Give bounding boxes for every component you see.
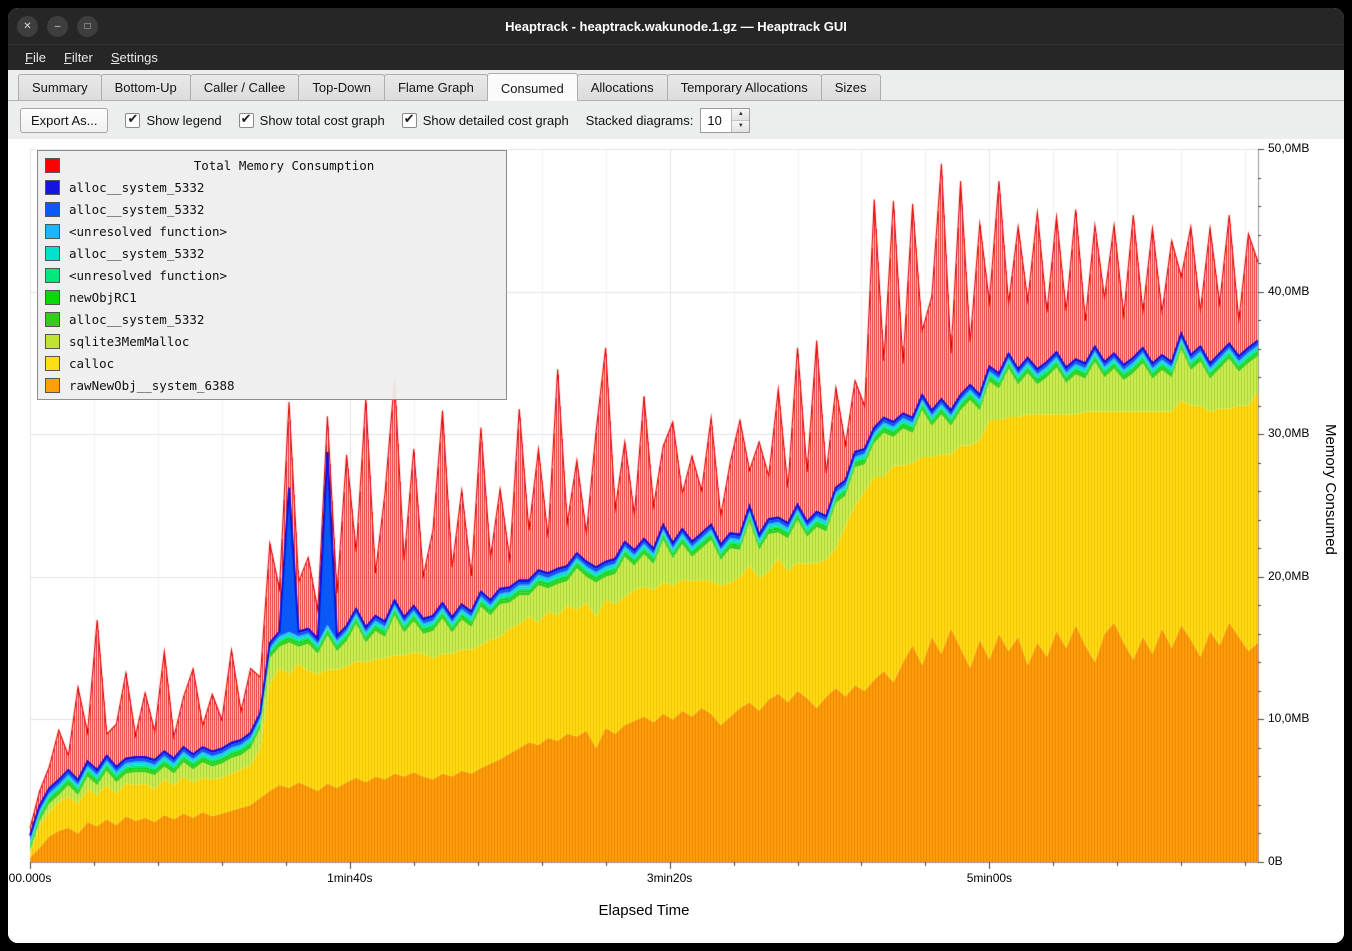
- legend-swatch: [45, 355, 60, 371]
- legend-swatch: [45, 311, 60, 327]
- tab-sizes[interactable]: Sizes: [820, 74, 881, 100]
- stacked-diagrams-label: Stacked diagrams:: [585, 112, 694, 128]
- x-tick-label: 00.000s: [8, 871, 52, 885]
- checkbox-show-total-cost-graph[interactable]: ✔ Show total cost graph: [238, 110, 385, 128]
- checkbox-icon[interactable]: ✔: [238, 110, 254, 128]
- legend-item: sqlite3MemMalloc: [43, 330, 501, 352]
- close-button[interactable]: ✕: [17, 15, 38, 37]
- legend-item: calloc: [43, 352, 501, 374]
- legend-label: sqlite3MemMalloc: [69, 333, 190, 349]
- spin-down-button[interactable]: ▼: [732, 120, 750, 132]
- legend-item: rawNewObj__system_6388: [43, 374, 501, 396]
- x-tick-label: 3min20s: [646, 871, 693, 885]
- legend-item: alloc__system_5332: [43, 198, 501, 220]
- legend-label: newObjRC1: [69, 289, 137, 305]
- y-tick-label: 0B: [1268, 854, 1283, 868]
- tab-consumed[interactable]: Consumed: [486, 73, 578, 101]
- minimize-button[interactable]: –: [47, 15, 68, 37]
- check-icon: ✔: [127, 110, 139, 126]
- stacked-diagrams-value[interactable]: 10: [707, 112, 722, 128]
- menu-file[interactable]: File: [25, 50, 46, 65]
- checkbox-show-legend[interactable]: ✔ Show legend: [125, 110, 222, 128]
- memory-consumption-chart: Total Memory Consumption alloc__system_53…: [8, 139, 1344, 943]
- tab-bottom-up[interactable]: Bottom-Up: [100, 74, 191, 100]
- check-icon: ✔: [403, 110, 415, 126]
- x-tick-label: 1min40s: [327, 871, 373, 885]
- check-icon: ✔: [240, 110, 252, 126]
- heaptrack-window: ✕ – □ Heaptrack - heaptrack.wakunode.1.gz …: [8, 8, 1344, 943]
- title-bar[interactable]: ✕ – □ Heaptrack - heaptrack.wakunode.1.gz …: [8, 8, 1344, 44]
- legend-item: alloc__system_5332: [43, 308, 501, 330]
- y-tick-label: 30,0MB: [1268, 426, 1310, 441]
- menu-filter[interactable]: Filter: [63, 50, 93, 65]
- legend-swatch: [45, 289, 60, 305]
- legend-swatch: [45, 179, 60, 195]
- spin-up-button[interactable]: ▲: [732, 108, 750, 121]
- legend-label: calloc: [69, 355, 115, 371]
- legend-swatch: [45, 223, 60, 239]
- checkbox-icon[interactable]: ✔: [401, 110, 417, 128]
- window-controls: ✕ – □: [8, 15, 98, 37]
- legend-item: <unresolved function>: [43, 264, 501, 286]
- tab-temporary-allocations[interactable]: Temporary Allocations: [666, 74, 822, 100]
- legend-swatch: [45, 201, 60, 217]
- menu-bar: File Filter Settings: [8, 44, 1344, 70]
- checkbox-show-detailed-cost-graph[interactable]: ✔ Show detailed cost graph: [401, 110, 569, 128]
- legend-label: alloc__system_5332: [69, 179, 205, 195]
- tab-allocations[interactable]: Allocations: [576, 74, 668, 100]
- y-tick-label: 10,0MB: [1268, 711, 1310, 726]
- legend-item: <unresolved function>: [43, 220, 501, 242]
- legend-swatch: [45, 245, 60, 261]
- legend-label: <unresolved function>: [69, 267, 228, 283]
- tab-caller-callee[interactable]: Caller / Callee: [189, 74, 300, 100]
- spin-buttons: ▲ ▼: [731, 108, 750, 132]
- menu-settings[interactable]: Settings: [110, 50, 158, 65]
- legend-swatch: [45, 157, 60, 173]
- checkbox-icon[interactable]: ✔: [125, 110, 141, 128]
- legend-label: rawNewObj__system_6388: [69, 377, 235, 393]
- stacked-diagrams-spinbox[interactable]: 10 ▲ ▼: [700, 107, 751, 133]
- x-axis-title: Elapsed Time: [598, 902, 690, 919]
- toolbar: Export As... ✔ Show legend ✔ Show total cos…: [8, 101, 1344, 139]
- tab-bar: Summary Bottom-Up Caller / Callee Top-Down F…: [8, 70, 1344, 101]
- legend-swatch: [45, 267, 60, 283]
- legend-swatch: [45, 377, 60, 393]
- legend-item: newObjRC1: [43, 286, 501, 308]
- y-tick-label: 20,0MB: [1268, 568, 1310, 583]
- tab-top-down[interactable]: Top-Down: [298, 74, 385, 100]
- y-axis-title: Memory Consumed: [1322, 424, 1339, 555]
- stacked-diagrams-control: Stacked diagrams: 10 ▲ ▼: [585, 107, 751, 133]
- checkbox-label: Show total cost graph: [259, 112, 385, 128]
- checkbox-group: ✔ Show legend ✔ Show total cost graph ✔ Show …: [125, 110, 569, 128]
- legend-item: alloc__system_5332: [43, 242, 501, 264]
- maximize-button[interactable]: □: [77, 15, 98, 37]
- legend-label: Total Memory Consumption: [193, 157, 375, 173]
- y-tick-label: 40,0MB: [1268, 283, 1310, 298]
- legend-title-row: Total Memory Consumption: [43, 154, 501, 176]
- chart-legend: Total Memory Consumption alloc__system_53…: [37, 150, 507, 400]
- legend-label: alloc__system_5332: [69, 311, 205, 327]
- x-tick-label: 5min00s: [966, 871, 1013, 885]
- legend-label: alloc__system_5332: [69, 245, 205, 261]
- legend-swatch: [45, 333, 60, 349]
- legend-label: <unresolved function>: [69, 223, 228, 239]
- tab-summary[interactable]: Summary: [18, 74, 102, 100]
- window-title: Heaptrack - heaptrack.wakunode.1.gz — He…: [505, 18, 847, 34]
- export-as-button[interactable]: Export As...: [20, 107, 109, 133]
- tab-flame-graph[interactable]: Flame Graph: [383, 74, 488, 100]
- legend-label: alloc__system_5332: [69, 201, 205, 217]
- y-tick-label: 50,0MB: [1268, 141, 1310, 155]
- legend-item: alloc__system_5332: [43, 176, 501, 198]
- checkbox-label: Show legend: [146, 112, 222, 128]
- checkbox-label: Show detailed cost graph: [422, 112, 569, 128]
